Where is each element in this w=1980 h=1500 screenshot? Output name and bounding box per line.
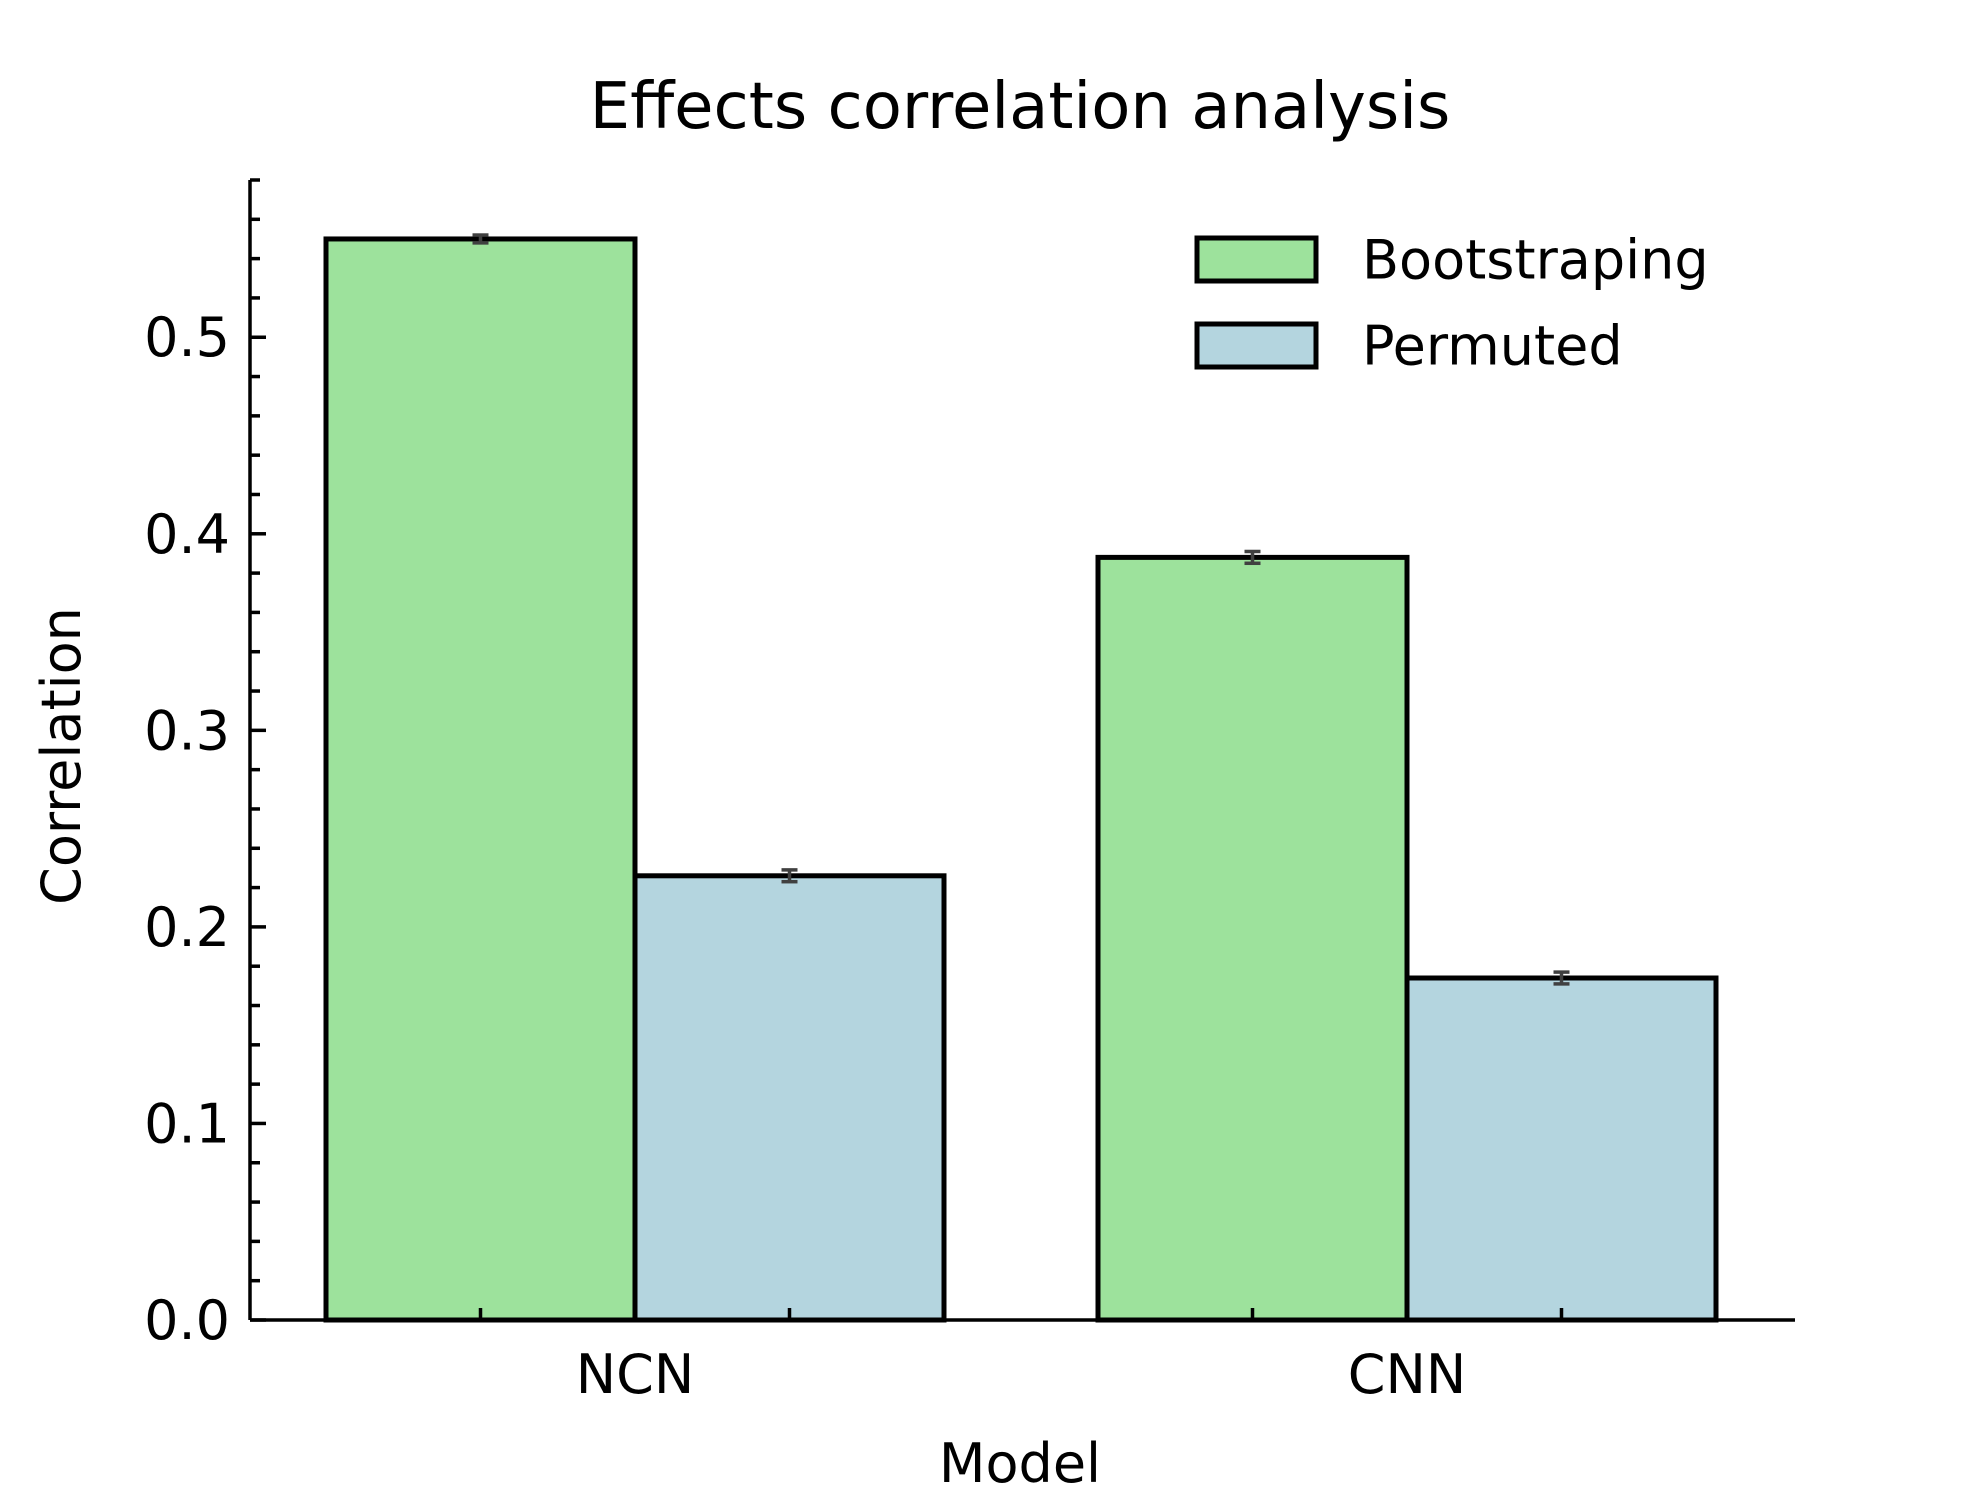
axes-layer: 0.0 0.1 0.2 0.3 0.4 0.5 NCN CNN	[144, 178, 1795, 1406]
bar-cnn-permuted	[1404, 975, 1719, 1323]
error-bar-ncn-bootstraping	[472, 233, 489, 245]
error-bar-cnn-permuted	[1553, 970, 1570, 986]
y-tick-label: 0.5	[144, 306, 230, 369]
y-tick-label: 0.2	[144, 896, 230, 959]
x-tick-label-cnn: CNN	[1348, 1343, 1467, 1406]
x-tick-label-ncn: NCN	[576, 1343, 695, 1406]
bar-ncn-permuted	[632, 873, 947, 1323]
error-bar-ncn-permuted	[781, 868, 798, 884]
legend-label: Permuted	[1362, 315, 1623, 378]
y-tick-label: 0.4	[144, 503, 230, 566]
chart-title: Effects correlation analysis	[590, 70, 1451, 144]
legend-swatch	[1194, 235, 1319, 284]
bar-cnn-bootstraping	[1095, 554, 1410, 1323]
y-tick-label: 0.0	[144, 1289, 230, 1352]
y-tick-label: 0.3	[144, 699, 230, 762]
y-tick-label: 0.1	[144, 1092, 230, 1155]
bars-layer	[323, 236, 1719, 1323]
error-bar-cnn-bootstraping	[1244, 549, 1261, 566]
legend: Bootstraping Permuted	[1194, 229, 1709, 378]
bar-ncn-bootstraping	[323, 236, 638, 1323]
y-axis-label: Correlation	[30, 607, 93, 905]
legend-label: Bootstraping	[1362, 229, 1709, 292]
legend-item-bootstraping: Bootstraping	[1194, 229, 1709, 292]
x-axis-label: Model	[939, 1432, 1101, 1495]
legend-swatch	[1194, 321, 1319, 370]
error-bars-layer	[472, 233, 1570, 986]
legend-item-permuted: Permuted	[1194, 315, 1623, 378]
